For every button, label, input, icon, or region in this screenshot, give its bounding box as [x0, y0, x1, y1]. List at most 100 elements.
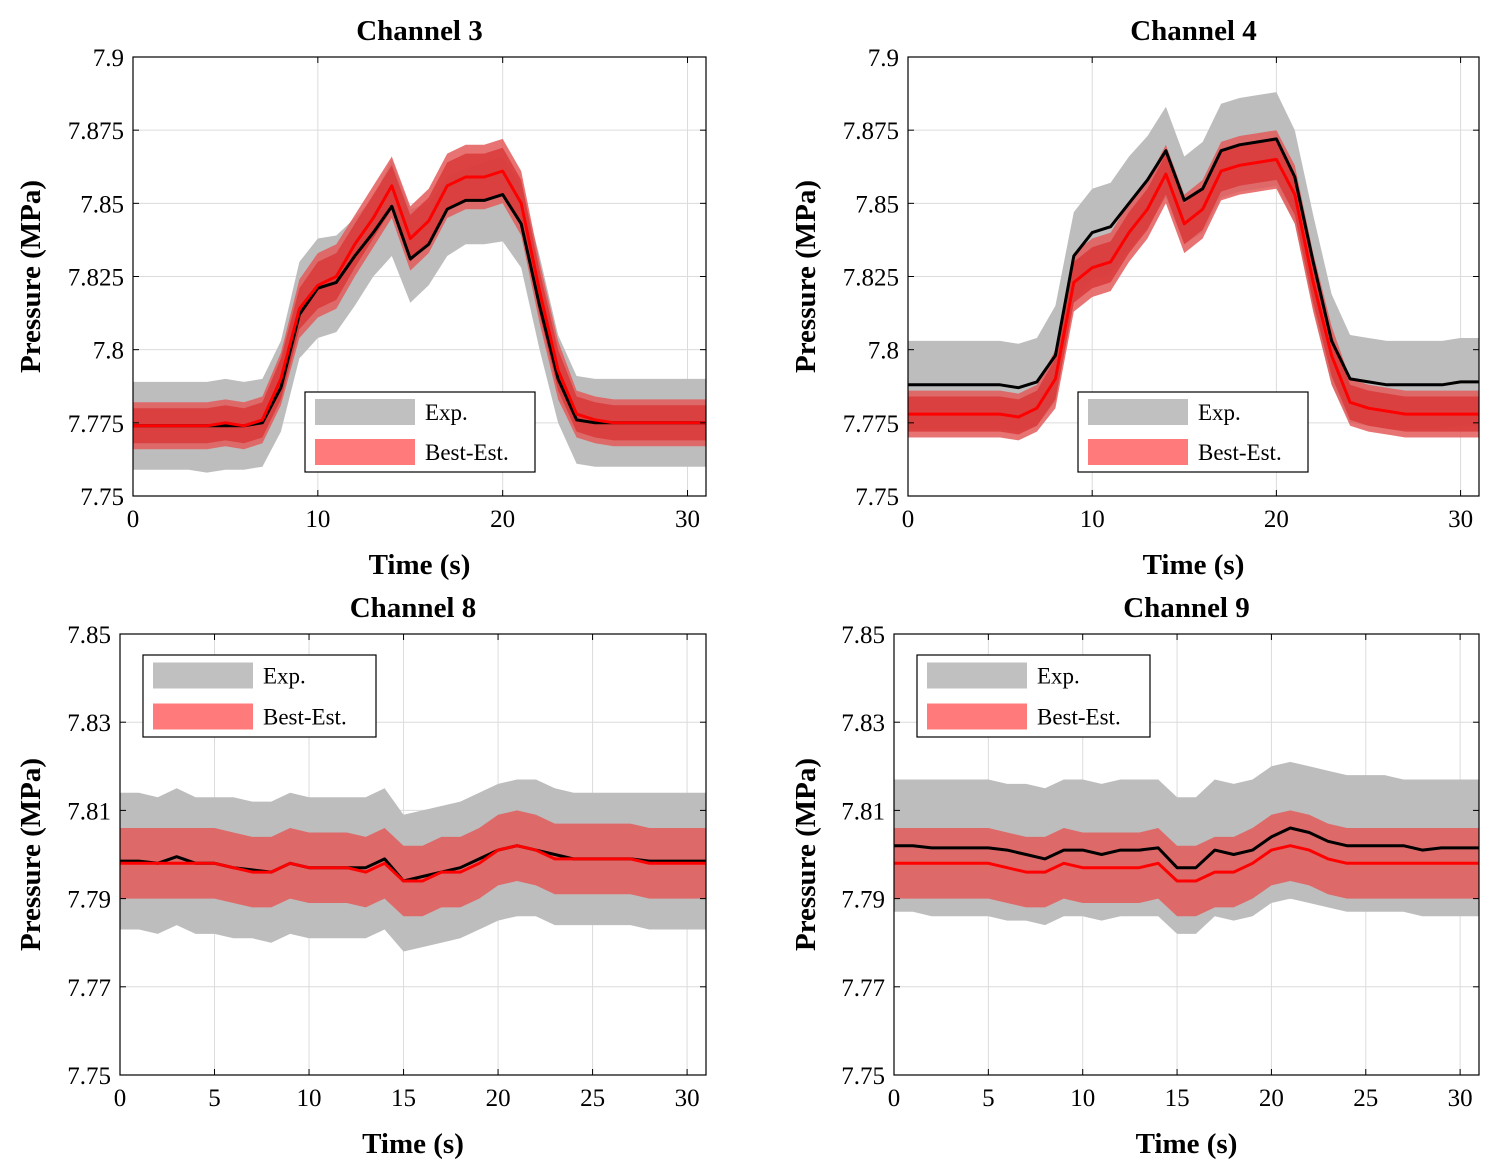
- y-tick-label: 7.81: [841, 798, 885, 825]
- y-axis-label: Pressure (MPa): [790, 758, 822, 951]
- legend-label: Best-Est.: [1198, 440, 1282, 465]
- legend-swatch-best-est: [1088, 439, 1188, 465]
- axes-frame: [119, 633, 707, 1076]
- y-tick-label: 7.75: [841, 1063, 885, 1090]
- legend: Exp. Best-Est.: [916, 654, 1151, 738]
- best-est-band: [908, 138, 1479, 435]
- x-tick-label: 30: [1448, 506, 1473, 533]
- legend-label: Exp.: [263, 664, 306, 689]
- plot-area: [120, 779, 706, 952]
- x-tick-label: 20: [486, 1085, 511, 1112]
- x-axis-label: Time (s): [1136, 1128, 1238, 1160]
- legend-swatch-exp: [1088, 399, 1188, 425]
- best-est-mean-line: [133, 169, 706, 428]
- plot-area: [894, 761, 1479, 934]
- legend-swatch-exp: [315, 399, 415, 425]
- x-tick-label: 0: [888, 1085, 901, 1112]
- y-tick-label: 7.875: [68, 118, 124, 145]
- y-axis-label: Pressure (MPa): [15, 180, 47, 373]
- y-tick-label: 7.85: [80, 191, 124, 218]
- plot-area: [133, 138, 706, 473]
- x-tick-label: 20: [1264, 506, 1289, 533]
- x-tick-label: 20: [490, 506, 515, 533]
- y-tick-label: 7.83: [841, 710, 885, 737]
- exp-band: [908, 92, 1479, 432]
- plot-area: [908, 92, 1479, 441]
- best-est-band: [894, 810, 1479, 917]
- x-tick-label: 30: [675, 506, 700, 533]
- best-est-mean-line: [894, 844, 1479, 883]
- y-tick-label: 7.8: [93, 338, 124, 365]
- y-tick-label: 7.85: [841, 622, 885, 649]
- best-est-mean-line: [120, 844, 706, 883]
- legend-label: Best-Est.: [1037, 705, 1121, 730]
- y-axis-label: Pressure (MPa): [790, 180, 822, 373]
- y-tick-label: 7.77: [67, 975, 111, 1002]
- y-axis-label: Pressure (MPa): [15, 758, 47, 951]
- best-est-band: [133, 147, 706, 444]
- y-tick-label: 7.775: [68, 411, 124, 438]
- y-tick-label: 7.9: [93, 45, 124, 72]
- chart-title: Channel 4: [1130, 15, 1257, 47]
- y-tick-label: 7.9: [868, 45, 899, 72]
- legend-label: Best-Est.: [263, 705, 347, 730]
- chart-1: 0 10 20 30 7.75 7.775 7.8 7.825 7.85 7.875 7.9 Chan…: [15, 15, 707, 581]
- legend: Exp. Best-Est.: [1077, 391, 1309, 473]
- y-tick-label: 7.75: [80, 484, 124, 511]
- x-tick-label: 30: [675, 1085, 700, 1112]
- legend: Exp. Best-Est.: [304, 391, 536, 473]
- x-tick-label: 10: [305, 506, 330, 533]
- chart-2: 0 10 20 30 7.75 7.775 7.8 7.825 7.85 7.875 7.9 Chan…: [790, 15, 1480, 581]
- x-tick-label: 10: [297, 1085, 322, 1112]
- y-tick-label: 7.83: [67, 710, 111, 737]
- legend-swatch-exp: [927, 662, 1027, 689]
- y-tick-label: 7.85: [855, 191, 899, 218]
- x-tick-label: 15: [391, 1085, 416, 1112]
- exp-mean-line: [908, 137, 1479, 390]
- y-tick-label: 7.775: [843, 411, 899, 438]
- legend-swatch-best-est: [927, 703, 1027, 730]
- x-tick-label: 25: [1353, 1085, 1378, 1112]
- best-est-band: [120, 810, 706, 917]
- x-tick-label: 0: [114, 1085, 127, 1112]
- x-tick-label: 10: [1070, 1085, 1095, 1112]
- x-tick-label: 0: [902, 506, 915, 533]
- x-tick-label: 0: [127, 506, 140, 533]
- y-tick-label: 7.81: [67, 798, 111, 825]
- y-tick-label: 7.825: [843, 265, 899, 292]
- chart-title: Channel 3: [356, 15, 483, 47]
- chart-title: Channel 8: [350, 592, 477, 624]
- exp-mean-line: [894, 826, 1479, 870]
- y-tick-label: 7.875: [843, 118, 899, 145]
- y-tick-label: 7.79: [841, 887, 885, 914]
- x-tick-label: 5: [982, 1085, 995, 1112]
- y-tick-label: 7.75: [67, 1063, 111, 1090]
- legend-label: Exp.: [1198, 400, 1241, 425]
- y-tick-label: 7.825: [68, 265, 124, 292]
- x-tick-label: 10: [1080, 506, 1105, 533]
- legend-swatch-exp: [153, 662, 253, 689]
- y-tick-label: 7.75: [855, 484, 899, 511]
- legend-label: Exp.: [425, 400, 468, 425]
- legend: Exp. Best-Est.: [142, 654, 377, 738]
- x-tick-label: 5: [208, 1085, 221, 1112]
- x-tick-label: 30: [1448, 1085, 1473, 1112]
- legend-label: Exp.: [1037, 664, 1080, 689]
- x-axis-label: Time (s): [1143, 549, 1245, 581]
- axes-frame: [893, 633, 1480, 1076]
- x-tick-label: 25: [580, 1085, 605, 1112]
- legend-label: Best-Est.: [425, 440, 509, 465]
- y-tick-label: 7.85: [67, 622, 111, 649]
- chart-3: 0 5 10 15 20 25 30 7.75 7.77 7.79 7.81 7.83 7.85 Chan…: [15, 592, 707, 1160]
- x-axis-label: Time (s): [362, 1128, 464, 1160]
- x-tick-label: 20: [1259, 1085, 1284, 1112]
- best-est-mean-line: [908, 157, 1479, 419]
- legend-swatch-best-est: [153, 703, 253, 730]
- y-tick-label: 7.8: [868, 338, 899, 365]
- chart-4: 0 5 10 15 20 25 30 7.75 7.77 7.79 7.81 7.83 7.85 Chan…: [790, 592, 1480, 1160]
- legend-swatch-best-est: [315, 439, 415, 465]
- y-tick-label: 7.79: [67, 887, 111, 914]
- y-tick-label: 7.77: [841, 975, 885, 1002]
- x-tick-label: 15: [1165, 1085, 1190, 1112]
